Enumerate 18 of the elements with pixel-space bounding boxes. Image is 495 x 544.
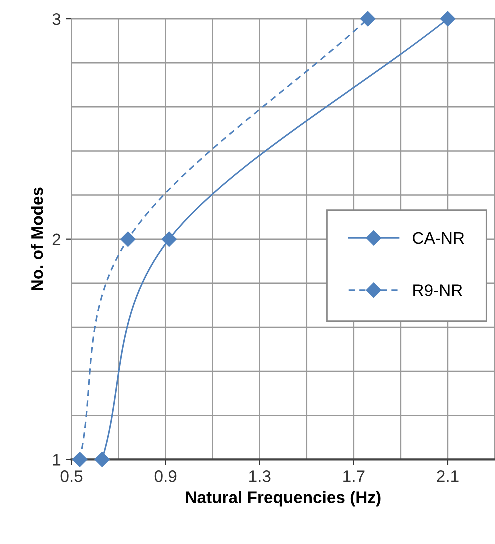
point: [120, 232, 136, 247]
point: [162, 232, 177, 247]
x-axis-title: Natural Frequencies (Hz): [186, 491, 381, 507]
point: [360, 11, 376, 27]
y-tick-label: 2: [52, 234, 61, 246]
y-tick-label: 1: [53, 454, 61, 466]
point: [440, 11, 456, 27]
x-tick-label: 0.9: [154, 470, 177, 482]
point: [72, 452, 88, 468]
x-tick-label: 0.5: [60, 470, 83, 482]
legend-label: R9-NR: [414, 284, 462, 296]
y-axis-title: No. of Modes: [31, 188, 44, 291]
y-tick-label: 3: [52, 13, 61, 26]
point: [94, 452, 110, 468]
x-tick-label: 1.3: [250, 470, 271, 482]
x-tick-label: 2.1: [437, 470, 459, 482]
x-tick-label: 1.7: [344, 470, 365, 482]
legend-label: CA-NR: [413, 232, 464, 244]
